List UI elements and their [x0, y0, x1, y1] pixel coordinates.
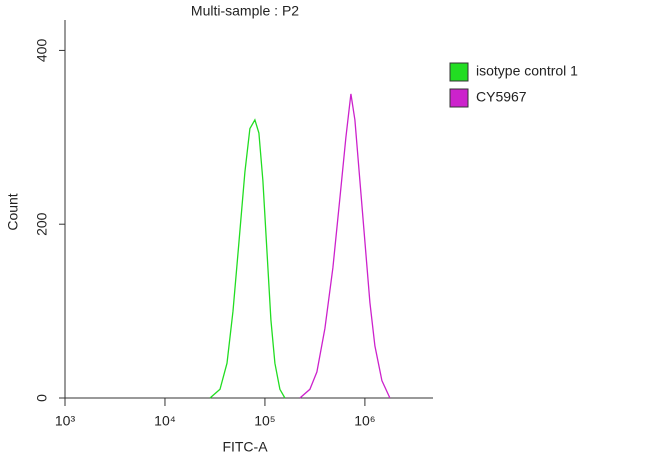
legend-swatch	[449, 62, 469, 82]
x-tick-label: 10⁴	[154, 413, 176, 429]
histogram-line	[299, 93, 391, 399]
legend-swatch	[449, 88, 469, 108]
legend-label: isotype control 1	[476, 63, 578, 79]
y-tick-label: 400	[34, 39, 50, 63]
histogram-line	[209, 118, 286, 399]
legend-label: CY5967	[476, 89, 527, 105]
y-tick-label: 0	[34, 394, 50, 402]
x-tick-label: 10⁶	[354, 413, 375, 429]
chart-title: Multi-sample : P2	[191, 3, 299, 19]
y-tick-label: 200	[34, 212, 50, 236]
x-axis-label: FITC-A	[222, 439, 268, 455]
y-axis-label: Count	[5, 193, 21, 230]
x-tick-label: 10³	[55, 413, 76, 429]
x-tick-label: 10⁵	[254, 413, 275, 429]
